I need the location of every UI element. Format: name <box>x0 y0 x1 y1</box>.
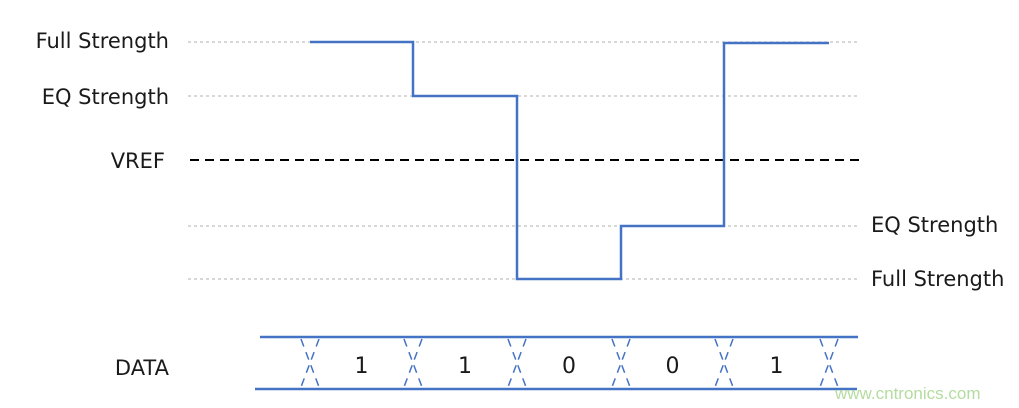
data-transitions <box>300 338 839 388</box>
label-eq-strength-low: EQ Strength <box>871 213 998 237</box>
label-vref: VREF <box>111 149 165 173</box>
label-full-strength-low: Full Strength <box>871 267 1004 291</box>
transition-cross-line <box>403 338 423 388</box>
transition-cross-line <box>819 338 839 388</box>
label-full-strength-high: Full Strength <box>36 29 169 53</box>
data-bit: 1 <box>355 354 369 379</box>
transition-cross-line <box>507 338 527 388</box>
transition-cross-line <box>714 338 734 388</box>
transition-cross-line <box>819 338 839 388</box>
label-eq-strength-high: EQ Strength <box>42 85 169 109</box>
transition-cross-line <box>300 338 320 388</box>
transition-cross-line <box>300 338 320 388</box>
data-bit: 0 <box>562 354 576 379</box>
label-data: DATA <box>115 356 170 380</box>
watermark: www.cntronics.com <box>834 384 980 403</box>
transition-cross-line <box>403 338 423 388</box>
data-bit: 1 <box>770 354 784 379</box>
transition-cross-line <box>611 338 631 388</box>
transition-cross-line <box>507 338 527 388</box>
data-bits: 1 1 0 0 1 <box>355 354 784 379</box>
data-bit: 1 <box>458 354 472 379</box>
data-bit: 0 <box>666 354 680 379</box>
transition-cross-line <box>714 338 734 388</box>
signal-waveform <box>310 40 829 281</box>
transition-cross-line <box>611 338 631 388</box>
